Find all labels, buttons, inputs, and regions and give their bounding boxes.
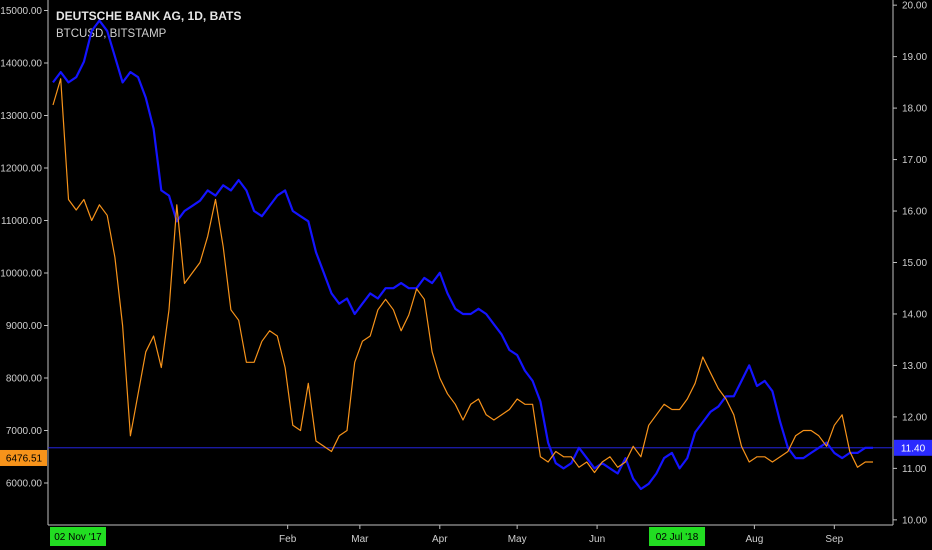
left-tick-label: 8000.00 xyxy=(6,374,43,385)
db-current-badge xyxy=(894,439,932,456)
right-tick-label: 18.00 xyxy=(902,104,927,115)
left-tick-label: 10000.00 xyxy=(0,269,42,280)
right-tick-label: 12.00 xyxy=(902,412,927,423)
left-tick-label: 11000.00 xyxy=(1,216,42,227)
x-tick-label: Jun xyxy=(589,534,605,545)
left-tick-label: 7000.00 xyxy=(6,426,43,437)
db-current-value: 11.40 xyxy=(901,443,926,454)
x-tick-label: Feb xyxy=(279,534,297,545)
x-tick-label: May xyxy=(508,534,527,545)
date-highlight-badge xyxy=(649,527,706,546)
right-tick-label: 19.00 xyxy=(902,52,927,63)
left-tick-label: 6000.00 xyxy=(6,479,43,490)
right-tick-label: 14.00 xyxy=(902,309,927,320)
right-tick-label: 20.00 xyxy=(902,1,927,12)
x-tick-label: Apr xyxy=(432,534,448,545)
date-highlight-label: 02 Jul '18 xyxy=(656,532,699,543)
x-tick-label: Aug xyxy=(745,534,763,545)
series-layer xyxy=(48,19,893,491)
left-tick-label: 9000.00 xyxy=(6,321,43,332)
left-tick-label: 14000.00 xyxy=(0,59,42,70)
badge-layer: 6476.51 11.40 02 Nov '17 02 Jul '18 xyxy=(0,439,932,546)
left-tick-label: 12000.00 xyxy=(0,164,42,175)
date-highlight-label: 02 Nov '17 xyxy=(54,532,102,543)
right-tick-label: 13.00 xyxy=(902,361,927,372)
right-tick-label: 15.00 xyxy=(902,258,927,269)
right-tick-label: 16.00 xyxy=(902,207,927,218)
deutsche-bank-series-line xyxy=(52,19,873,491)
chart-subtitle: BTCUSD, BITSTAMP xyxy=(56,28,167,40)
chart-title: DEUTSCHE BANK AG, 1D, BATS xyxy=(56,9,242,23)
right-tick-label: 10.00 xyxy=(902,515,927,526)
x-tick-label: Mar xyxy=(351,534,369,545)
btcusd-series-line xyxy=(52,78,873,474)
btc-current-badge xyxy=(0,449,47,466)
right-tick-label: 17.00 xyxy=(902,155,927,166)
date-highlight-badge xyxy=(50,527,106,546)
right-tick-label: 11.00 xyxy=(902,464,927,475)
left-tick-label: 13000.00 xyxy=(0,111,42,122)
btc-current-value: 6476.51 xyxy=(6,453,43,464)
left-tick-label: 15000.00 xyxy=(0,6,42,17)
x-tick-label: Sep xyxy=(825,534,843,545)
